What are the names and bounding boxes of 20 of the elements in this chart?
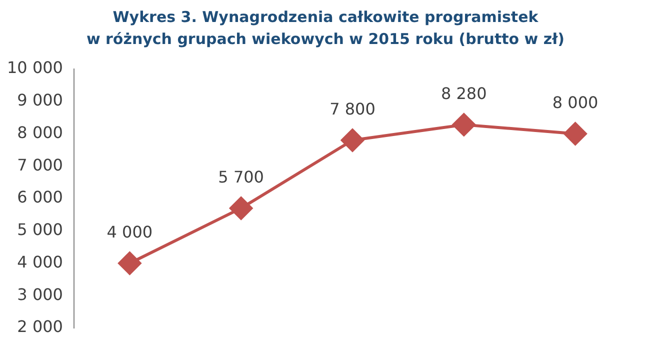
point [340, 128, 364, 152]
point [564, 122, 587, 146]
y-tick-label: 9 000 [17, 90, 63, 110]
y-tick-label: 8 000 [17, 122, 63, 142]
y-tick-label: 5 000 [17, 220, 63, 240]
text: 5 700 [218, 167, 264, 186]
text: 7 800 [330, 99, 376, 118]
text: 4 000 [106, 222, 153, 242]
point [452, 113, 476, 136]
point [230, 196, 253, 220]
chart-title: Wykres 3. Wynagrodzenia całkowite programistek w różnych grupach wiekowych w 2015 roku (brutto w zł) [85, 7, 566, 50]
y-tick-label: 4 000 [17, 252, 63, 272]
y-tick-label: 10 000 [7, 58, 63, 78]
point [118, 252, 142, 275]
text: 8 280 [440, 84, 487, 103]
y-tick-label: 7 000 [17, 155, 63, 174]
y-tick-label: 6 000 [17, 188, 63, 207]
text: 8 000 [552, 92, 598, 112]
y-tick-label: 2 000 [17, 317, 63, 336]
y-tick-label: 3 000 [17, 284, 63, 304]
